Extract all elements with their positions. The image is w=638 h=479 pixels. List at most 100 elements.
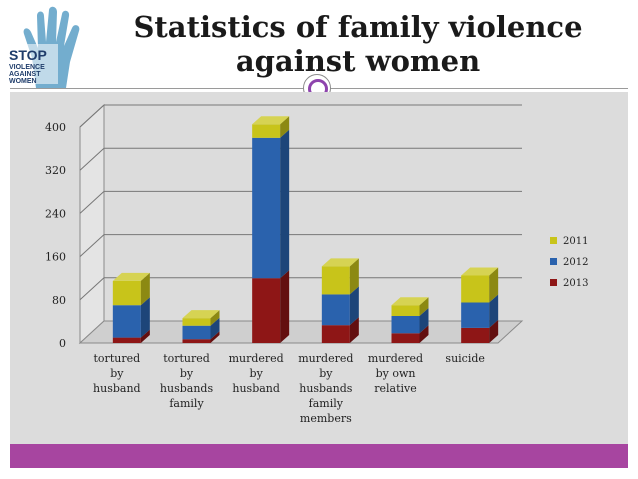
bar-side [140, 297, 150, 338]
gridline-side [79, 191, 105, 214]
y-tick-label: 400 [45, 121, 66, 134]
bar-side [140, 272, 150, 306]
bar [112, 329, 150, 343]
logo-line-4: WOMEN [9, 78, 37, 85]
bar-top [461, 267, 499, 276]
bar [391, 297, 429, 316]
bar-top [112, 272, 150, 281]
bar-side [489, 267, 499, 303]
bar-front [321, 294, 350, 326]
bar-top [391, 297, 429, 306]
x-tick-label-line: family [309, 397, 344, 410]
x-tick-label: suicide [445, 352, 484, 365]
bar [112, 297, 150, 338]
x-tick-label: tortured by husband [93, 352, 141, 395]
page-title: Statistics of family violence against wo… [133, 10, 583, 78]
x-tick-label-line: suicide [445, 352, 484, 365]
y-tick-label: 80 [52, 294, 66, 307]
x-tick-label-line: husbands [299, 382, 353, 395]
bar-front [182, 339, 211, 343]
bar-front [112, 305, 141, 338]
bar-side [280, 270, 290, 343]
bar [252, 116, 290, 138]
bar [321, 258, 359, 295]
bar-front [461, 275, 490, 303]
bar-front [112, 337, 141, 343]
side-wall [79, 103, 105, 345]
bar [321, 286, 359, 326]
x-tick-label-line: members [300, 412, 352, 425]
x-tick-label-line: by own [376, 367, 416, 380]
bar-front [461, 302, 490, 328]
x-tick-label-line: murdered [368, 352, 423, 365]
gridline-side [79, 234, 105, 257]
bar [461, 319, 499, 343]
bar-front [112, 280, 141, 306]
gridline-side [79, 147, 105, 171]
y-tick-label: 160 [45, 251, 66, 264]
x-tick-label: murdered by husbands family members [298, 352, 353, 425]
x-tick-label-line: tortured [94, 352, 141, 365]
bar [321, 317, 359, 343]
bar-side [280, 116, 290, 138]
bar-side [210, 317, 220, 340]
bar [252, 270, 290, 343]
x-tick-label: murdered by own relative [368, 352, 423, 395]
legend-label: 2013 [563, 278, 588, 289]
legend-swatch [550, 237, 557, 244]
x-tick-label-line: husband [93, 382, 141, 395]
bar-side [349, 317, 359, 343]
footer-bar [10, 444, 628, 468]
bar [391, 308, 429, 334]
bar-front [391, 333, 420, 343]
bar-top [182, 310, 220, 319]
bar [461, 294, 499, 328]
bar-front [321, 325, 350, 343]
bar [182, 317, 220, 340]
bar-front [182, 325, 211, 340]
x-tick-label-line: husbands [160, 382, 214, 395]
x-tick-label-line: by [110, 367, 124, 380]
y-tick-label: 0 [59, 337, 66, 350]
x-tick-label: tortured by husbands family [160, 352, 214, 410]
legend-label: 2011 [563, 236, 588, 247]
bar [182, 310, 220, 326]
stop-violence-logo: STOP VIOLENCE AGAINST WOMEN [6, 6, 80, 89]
bar-side [210, 331, 220, 343]
x-tick-label-line: by [250, 367, 264, 380]
bar-front [252, 137, 281, 279]
bar-side [489, 294, 499, 328]
bar-front [252, 124, 281, 138]
logo-line-1: STOP [9, 47, 47, 63]
x-tick-label-line: murdered [229, 352, 284, 365]
y-tick-label: 240 [45, 207, 66, 220]
bar-side [140, 329, 150, 343]
bar [112, 272, 150, 306]
legend-label: 2012 [563, 257, 588, 268]
logo-line-2: VIOLENCE [9, 64, 45, 71]
x-tick-label-line: relative [374, 382, 417, 395]
logo-line-3: AGAINST [9, 71, 41, 78]
legend-swatch [550, 279, 557, 286]
bar-side [419, 308, 429, 334]
bar [391, 325, 429, 343]
bar-front [391, 316, 420, 334]
bar-front [252, 278, 281, 343]
bar-top [321, 258, 359, 267]
legend-swatch [550, 258, 557, 265]
bar-front [461, 327, 490, 343]
bar-side [349, 286, 359, 326]
gridline-side [79, 104, 105, 128]
bar-side [210, 310, 220, 326]
x-tick-label-line: by [180, 367, 194, 380]
bar-side [419, 297, 429, 316]
x-tick-label-line: family [169, 397, 204, 410]
x-tick-label: murdered by husband [229, 352, 284, 395]
bar-top [252, 116, 290, 125]
x-tick-label-line: tortured [163, 352, 210, 365]
x-tick-label-line: murdered [298, 352, 353, 365]
bar [252, 129, 290, 279]
bar [461, 267, 499, 303]
